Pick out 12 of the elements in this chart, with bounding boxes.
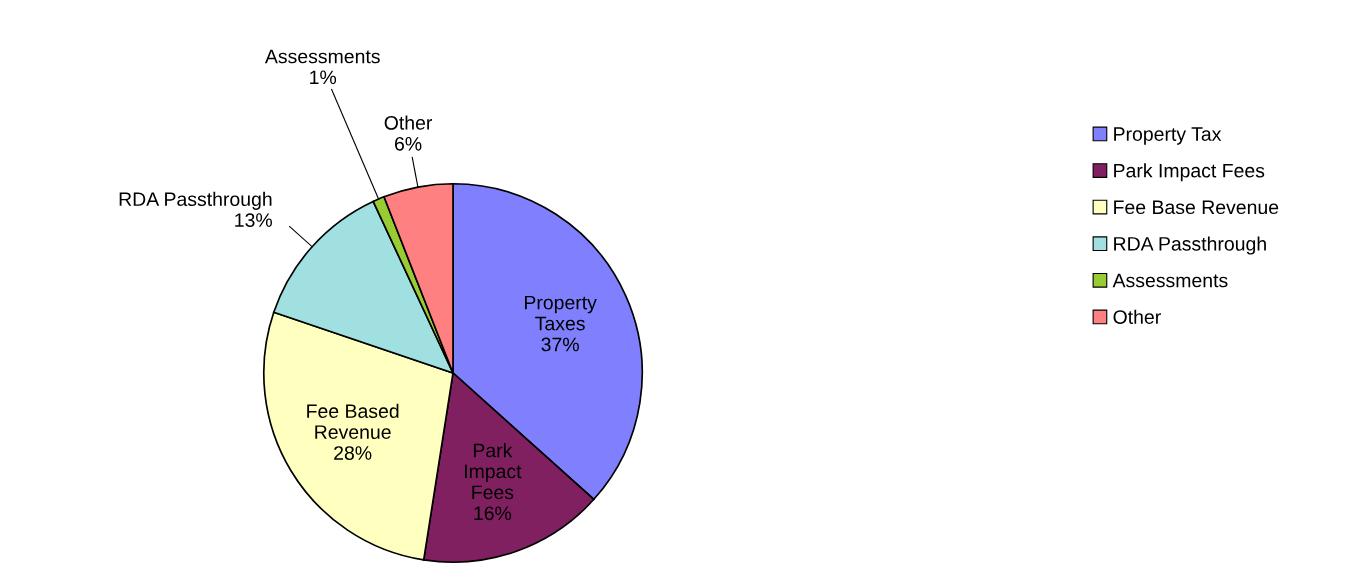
data-label: Park Impact Fees 16% xyxy=(464,443,522,521)
data-label: RDA Passthrough 13% xyxy=(119,191,272,227)
legend-label: Assessments xyxy=(1112,273,1228,288)
data-label: Fee Based Revenue 28% xyxy=(307,403,399,460)
legend-label: Park Impact Fees xyxy=(1114,163,1265,182)
legend-label: Property Tax xyxy=(1114,127,1222,145)
legend-label: Other xyxy=(1113,309,1161,324)
legend-label: Fee Base Revenue xyxy=(1114,200,1279,215)
data-label: Other 6% xyxy=(384,115,433,151)
data-label: Assessments 1% xyxy=(264,49,380,85)
data-label: Property Taxes 37% xyxy=(524,295,597,352)
legend-label: RDA Passthrough xyxy=(1114,236,1266,255)
